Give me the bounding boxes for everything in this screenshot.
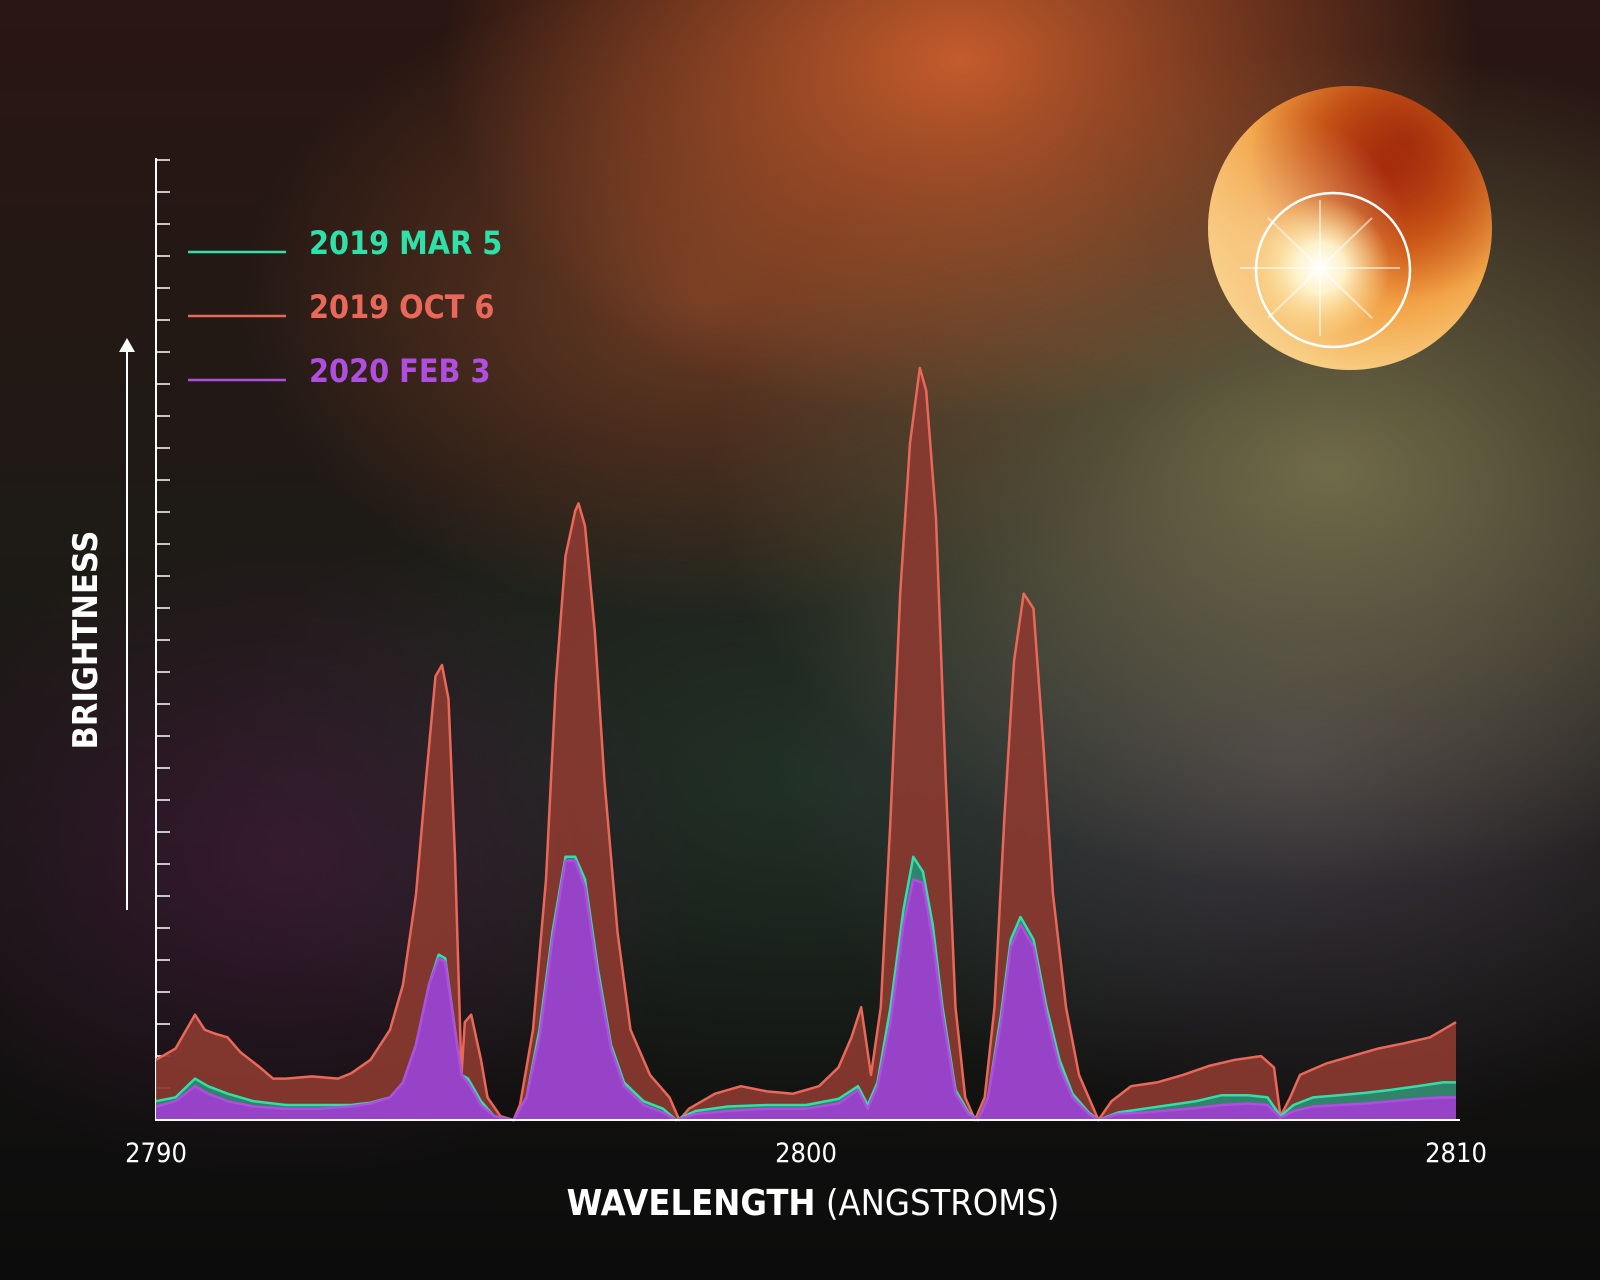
legend: 2019 MAR 5 2019 OCT 6 2020 FEB 3 — [188, 224, 502, 390]
x-tick-label: 2790 — [125, 1138, 187, 1169]
x-axis-label-main: WAVELENGTH — [567, 1183, 816, 1224]
series-line-2020-feb-3 — [155, 859, 1456, 1122]
x-axis-label: WAVELENGTH (ANGSTROMS) — [567, 1183, 1060, 1224]
brightness-arrow-head — [119, 338, 135, 352]
legend-label-2020-feb-3: 2020 FEB 3 — [309, 352, 490, 390]
x-tick-label: 2810 — [1425, 1138, 1487, 1169]
y-axis-label: BRIGHTNESS — [66, 531, 106, 750]
series-line-2019-oct-6 — [155, 366, 1457, 1122]
x-tick-label: 2800 — [775, 1138, 837, 1169]
x-axis-tick-labels: 2790 2800 2810 — [125, 1138, 1487, 1169]
series-areas — [155, 366, 1457, 1122]
flare-highlight-ring — [1254, 191, 1412, 349]
x-axis-label-unit: (ANGSTROMS) — [826, 1183, 1060, 1224]
star-illustration — [1208, 86, 1492, 370]
y-axis: BRIGHTNESS — [66, 158, 170, 1120]
y-axis-ticks — [156, 159, 170, 1089]
flare-rays — [1240, 200, 1400, 336]
x-axis: 2790 2800 2810 WAVELENGTH (ANGSTROMS) — [125, 1119, 1487, 1224]
series-area-2019-oct-6 — [156, 368, 1456, 1120]
legend-label-2019-mar-5: 2019 MAR 5 — [309, 224, 502, 262]
legend-label-2019-oct-6: 2019 OCT 6 — [309, 288, 494, 326]
